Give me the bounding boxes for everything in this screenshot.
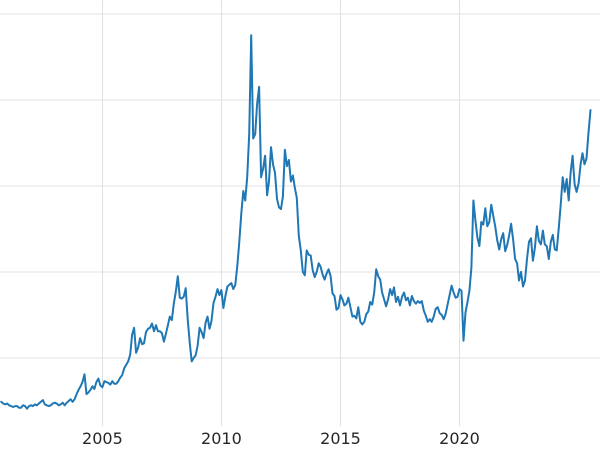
x-tick-label: 2010	[201, 429, 242, 448]
gridlines-layer	[0, 0, 600, 426]
series-layer	[0, 34, 592, 410]
x-tick-label: 2005	[82, 429, 123, 448]
x-tick-label: 2020	[439, 429, 480, 448]
price-line-series	[0, 34, 592, 410]
x-axis-tick-labels: 2005 2010 2015 2020	[82, 429, 480, 448]
x-tick-label: 2015	[320, 429, 361, 448]
